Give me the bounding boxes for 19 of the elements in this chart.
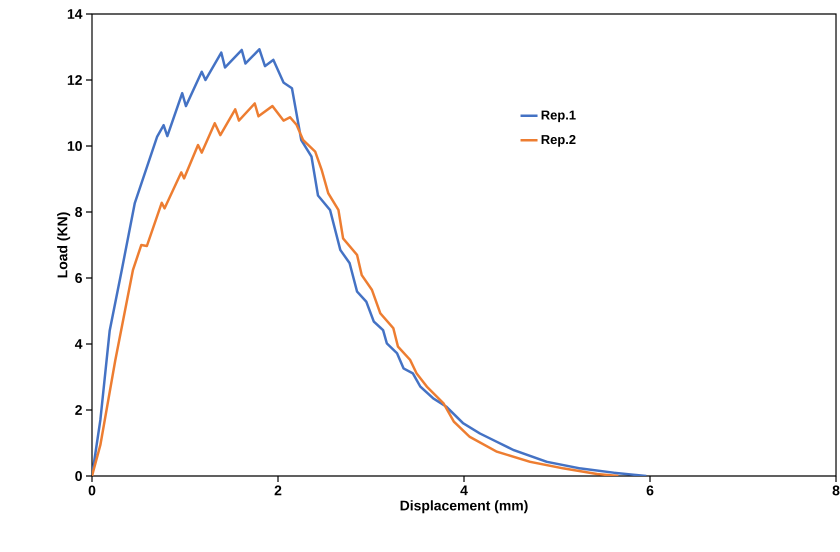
x-tick-label: 8 [832,486,840,496]
y-tick-label: 10 [68,141,82,151]
legend-label: Rep.2 [542,134,576,147]
y-tick-label: 8 [75,207,82,217]
y-tick-label: 14 [68,9,82,19]
x-axis-title: Displacement (mm) [400,500,528,514]
line-series [92,48,648,476]
y-tick-label: 6 [75,273,82,283]
y-tick-label: 12 [68,75,82,85]
y-axis-title: Load (KN) [57,212,70,278]
x-tick-label: 0 [88,486,96,496]
x-tick-label: 4 [460,486,468,496]
x-tick-label: 6 [646,486,654,496]
line-series [92,102,620,476]
y-tick-label: 2 [75,405,82,415]
y-tick-label: 0 [75,471,82,481]
legend-label: Rep.1 [542,110,576,122]
x-tick-label: 2 [274,486,282,496]
y-tick-label: 4 [74,339,82,349]
